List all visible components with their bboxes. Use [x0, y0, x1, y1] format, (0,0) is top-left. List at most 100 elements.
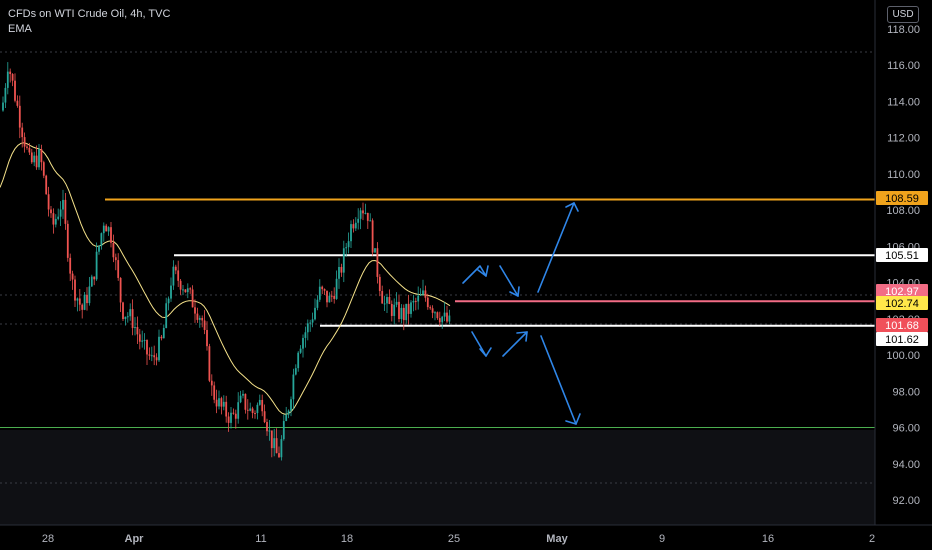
price-axis[interactable]: 118.00116.00114.00112.00110.00108.00106.… [886, 24, 920, 507]
candle-body [330, 295, 333, 297]
projection-arrow [471, 331, 487, 357]
projection-arrow [462, 265, 487, 284]
time-axis[interactable]: 28 Apr 11 18 25 May 9 16 2 [42, 533, 875, 545]
candle-body [412, 300, 415, 303]
candle-body [242, 393, 244, 396]
projection-arrow [502, 331, 528, 357]
candle-body [292, 374, 295, 400]
candle-body [350, 224, 352, 242]
candle-body [100, 233, 103, 246]
candle-body [57, 216, 60, 219]
candle-body [354, 222, 357, 229]
candle-body [170, 285, 172, 299]
candle-body [138, 334, 141, 342]
candle-body [129, 309, 132, 317]
candle-body [105, 225, 108, 232]
candle-body [261, 399, 264, 412]
ema-line [0, 142, 451, 415]
candle-body [381, 291, 384, 304]
candle-body [362, 210, 364, 214]
candle-body [378, 276, 381, 292]
candle-body [306, 323, 309, 333]
candle-body [335, 278, 338, 299]
candle-body [40, 149, 43, 163]
candle-body [398, 301, 400, 319]
candle-body [249, 408, 252, 411]
x-tick-label: 11 [255, 533, 266, 545]
currency-button[interactable]: USD [887, 6, 919, 23]
price-label-bg [876, 318, 928, 332]
candle-body [59, 209, 62, 217]
candle-body [2, 102, 4, 111]
candle-body [390, 303, 393, 316]
candle-body [395, 301, 398, 305]
candle-body [112, 242, 115, 258]
x-tick-label: 9 [659, 533, 665, 545]
indicator-label[interactable]: EMA [8, 23, 32, 35]
candle-body [256, 404, 259, 414]
price-label-bg [876, 191, 928, 205]
candle-body [83, 294, 86, 310]
candle-body [222, 401, 225, 407]
candle-body [213, 385, 216, 400]
candles [2, 62, 451, 461]
candle-body [407, 303, 410, 314]
candle-body [230, 412, 232, 423]
candle-body [131, 309, 134, 329]
candle-body [422, 290, 424, 295]
candle-body [352, 224, 355, 229]
candle-body [54, 218, 57, 225]
candle-body [400, 307, 403, 319]
candle-body [6, 71, 9, 88]
candle-body [146, 340, 148, 355]
candle-body [165, 303, 168, 328]
candle-body [326, 290, 328, 303]
y-tick-label: 110.00 [887, 169, 920, 181]
candle-body [290, 399, 292, 411]
price-label-text: 101.62 [885, 334, 919, 346]
arrow-head [516, 331, 528, 342]
candle-body [174, 266, 177, 271]
candle-body [417, 295, 420, 302]
candle-body [227, 416, 230, 423]
candle-body [342, 248, 345, 273]
candle-body [52, 213, 55, 225]
candle-body [359, 210, 362, 219]
candle-body [14, 80, 16, 101]
candle-body [201, 317, 204, 321]
candle-body [414, 300, 417, 302]
x-tick-label: 28 [42, 533, 54, 545]
y-tick-label: 98.00 [892, 386, 920, 398]
candle-body [119, 277, 122, 303]
candle-body [76, 298, 79, 301]
candle-body [50, 209, 52, 214]
candle-body [254, 413, 256, 415]
candle-body [191, 289, 194, 308]
candle-body [268, 430, 271, 432]
candle-body [196, 313, 199, 320]
candle-body [383, 303, 386, 305]
candle-body [215, 399, 218, 407]
candle-body [194, 307, 196, 314]
candle-body [177, 270, 180, 281]
candle-body [153, 355, 156, 358]
y-tick-label: 108.00 [886, 205, 920, 217]
candle-body [208, 346, 211, 381]
candle-body [304, 332, 307, 338]
candle-body [114, 257, 117, 261]
candle-body [388, 297, 391, 304]
candle-body [278, 453, 280, 458]
candle-body [95, 251, 98, 280]
candle-body [126, 316, 129, 318]
candle-body [86, 294, 88, 304]
candle-body [141, 340, 144, 342]
arrow-head [565, 202, 579, 212]
candle-body [136, 327, 139, 335]
candle-body [62, 199, 64, 210]
candle-body [184, 289, 187, 293]
candle-body [328, 295, 331, 303]
y-tick-label: 96.00 [892, 423, 920, 435]
projection-arrow [540, 335, 577, 425]
candle-body [376, 248, 379, 277]
